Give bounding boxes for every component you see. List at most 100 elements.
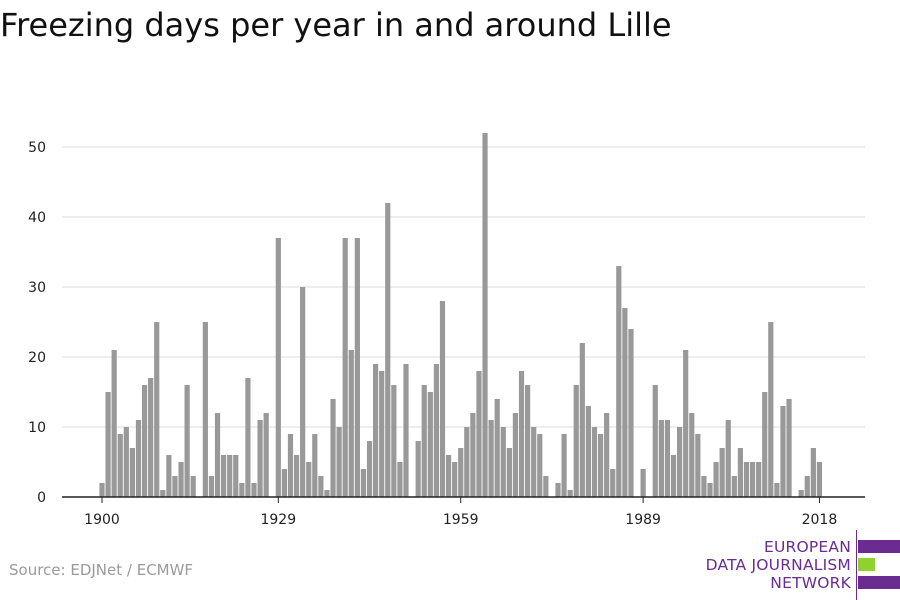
- bar: [604, 413, 610, 497]
- x-tick-label: 1900: [84, 512, 120, 528]
- bar: [208, 476, 215, 497]
- bar: [476, 371, 482, 497]
- bar: [798, 490, 804, 497]
- bar: [397, 462, 403, 497]
- bar: [610, 469, 616, 497]
- bar: [500, 427, 506, 497]
- bar: [105, 392, 111, 497]
- bar: [221, 455, 227, 497]
- source-note: Source: EDJNet / ECMWF: [9, 561, 194, 579]
- bar: [366, 441, 373, 497]
- x-tick-label: 1959: [443, 512, 479, 528]
- bar: [561, 434, 567, 497]
- bar: [658, 420, 664, 497]
- bar: [129, 448, 135, 497]
- bar: [287, 434, 294, 497]
- bar: [597, 434, 604, 497]
- bar: [99, 483, 105, 497]
- bar: [445, 455, 452, 497]
- bar: [707, 483, 713, 497]
- bar: [239, 483, 245, 497]
- bar: [227, 455, 233, 497]
- bar: [640, 469, 646, 497]
- bar: [202, 322, 208, 497]
- bar: [312, 434, 318, 497]
- bar: [616, 266, 622, 497]
- bar: [403, 364, 409, 497]
- bar: [786, 399, 792, 497]
- y-tick-label: 0: [37, 490, 46, 506]
- bar: [342, 238, 348, 497]
- x-tick-label: 2018: [802, 512, 838, 528]
- bar: [135, 420, 142, 497]
- bar: [427, 392, 433, 497]
- x-tick-label: 1989: [625, 512, 661, 528]
- bar: [166, 455, 172, 497]
- bar: [379, 371, 385, 497]
- bar: [257, 420, 263, 497]
- bar: [677, 427, 683, 497]
- bar: [391, 385, 397, 497]
- x-tick-label: 1929: [260, 512, 296, 528]
- bar: [555, 483, 561, 497]
- logo-bar-green: [858, 558, 875, 571]
- bar: [111, 350, 117, 497]
- bar: [713, 462, 719, 497]
- bar: [591, 427, 598, 497]
- y-tick-label: 10: [28, 420, 46, 436]
- bar: [336, 427, 342, 497]
- bar: [816, 462, 823, 497]
- bar: [774, 483, 780, 497]
- bar: [354, 238, 360, 497]
- bar: [160, 490, 166, 497]
- bar: [154, 322, 160, 497]
- bar: [300, 287, 306, 497]
- bar: [464, 427, 470, 497]
- bar: [439, 301, 446, 497]
- bar: [725, 420, 731, 497]
- bar: [683, 350, 689, 497]
- logo-line-2: DATA JOURNALISM: [705, 556, 851, 574]
- bar: [567, 490, 573, 497]
- bar: [628, 329, 634, 497]
- bar: [804, 476, 810, 497]
- bar: [433, 364, 439, 497]
- bar: [701, 476, 707, 497]
- y-tick-label: 30: [28, 280, 46, 296]
- bar: [348, 350, 354, 497]
- bar: [670, 455, 677, 497]
- y-tick-label: 20: [28, 350, 46, 366]
- bar: [470, 413, 476, 497]
- bar: [537, 434, 543, 497]
- bar: [293, 455, 300, 497]
- bar: [525, 385, 531, 497]
- bar: [245, 378, 251, 497]
- logo-bar-purple-bottom: [858, 576, 900, 589]
- bar: [123, 427, 129, 497]
- bar: [360, 469, 367, 497]
- bar: [330, 399, 336, 497]
- bar: [373, 364, 379, 497]
- logo-bar-purple-top: [858, 540, 900, 553]
- bar: [756, 462, 762, 497]
- bar: [172, 476, 178, 497]
- bar: [482, 133, 488, 497]
- bar: [184, 385, 190, 497]
- bar: [768, 322, 774, 497]
- bar: [543, 476, 549, 497]
- bar: [743, 462, 750, 497]
- bar: [306, 462, 312, 497]
- bar: [689, 413, 695, 497]
- bar: [251, 483, 257, 497]
- bar: [506, 448, 512, 497]
- bar: [318, 476, 324, 497]
- bar: [415, 441, 421, 497]
- logo-separator: [856, 530, 857, 600]
- logo-line-1: EUROPEAN: [763, 538, 851, 556]
- bar: [494, 399, 500, 497]
- bar: [324, 490, 330, 497]
- bar: [719, 448, 725, 497]
- bar: [148, 378, 154, 497]
- bar: [178, 462, 184, 497]
- bar: [652, 385, 658, 497]
